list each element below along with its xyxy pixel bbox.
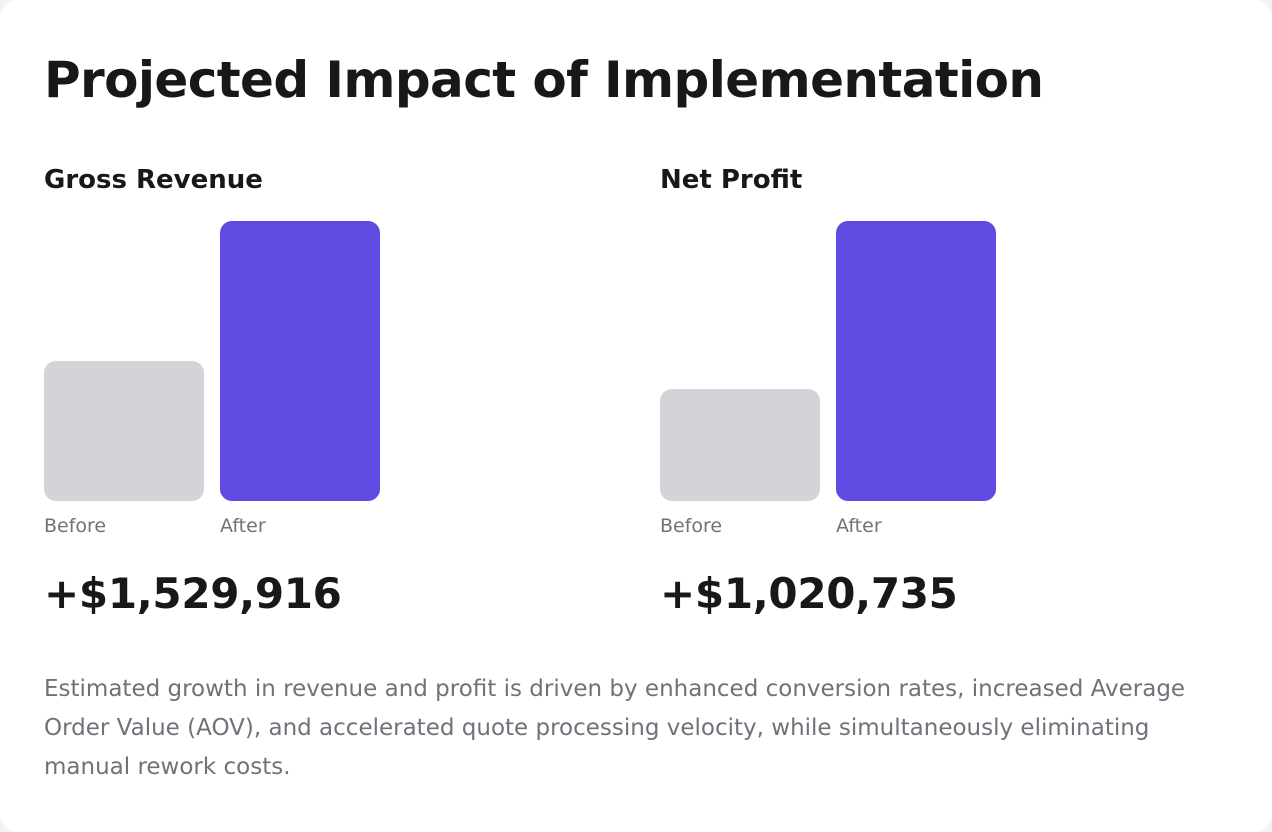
profit-delta: +$1,020,735 [660, 569, 958, 618]
bar-before [660, 389, 820, 501]
net-profit-chart: Net Profit Before After +$1,020,735 [660, 160, 1180, 630]
plot-area [660, 221, 1020, 501]
bar-after [220, 221, 380, 501]
page-title: Projected Impact of Implementation [44, 51, 1044, 109]
chart-title: Gross Revenue [44, 165, 263, 195]
bar-before [44, 361, 204, 501]
bar-label-before: Before [44, 515, 107, 537]
gross-revenue-chart: Gross Revenue Before After +$1,529,916 [44, 160, 564, 630]
revenue-delta: +$1,529,916 [44, 569, 342, 618]
footnote: Estimated growth in revenue and profit i… [44, 676, 1186, 780]
bar-label-after: After [220, 515, 266, 537]
bar-after [836, 221, 996, 501]
chart-title: Net Profit [660, 165, 803, 195]
plot-area [44, 221, 404, 501]
bar-label-after: After [836, 515, 882, 537]
bar-label-before: Before [660, 515, 723, 537]
